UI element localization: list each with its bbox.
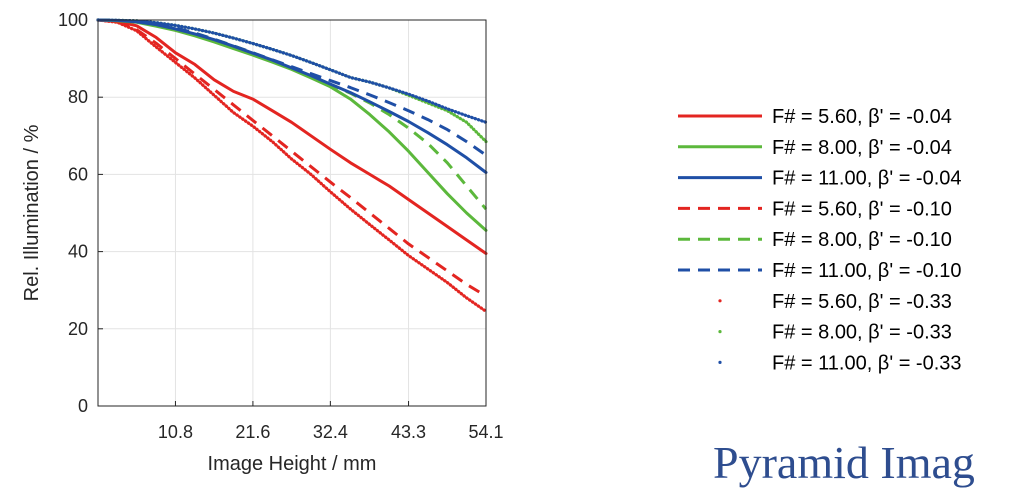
chart: 10.8 21.6 32.4 43.3 54.1 0 20 40 60 80 100 Image H… — [21, 10, 962, 475]
brand-logo-text: Pyramid Imag — [713, 437, 975, 488]
legend-marker — [718, 330, 722, 334]
legend-marker — [718, 299, 722, 303]
y-tick-label: 20 — [68, 319, 88, 339]
legend-label: F# = 5.60, β' = -0.04 — [772, 106, 952, 128]
series-line-5 — [97, 18, 487, 157]
y-tick-label: 80 — [68, 87, 88, 107]
legend-label: F# = 11.00, β' = -0.04 — [772, 168, 962, 190]
series-line-3 — [97, 18, 487, 298]
axis-ticks: 10.8 21.6 32.4 43.3 54.1 0 20 40 60 80 100 — [58, 10, 504, 442]
y-axis-label: Rel. Illumination / % — [21, 124, 43, 301]
legend-label: F# = 8.00, β' = -0.33 — [772, 322, 952, 344]
x-axis-label: Image Height / mm — [208, 453, 377, 475]
series-line-2 — [96, 18, 488, 174]
y-tick-label: 0 — [78, 396, 88, 416]
legend-label: F# = 8.00, β' = -0.04 — [772, 137, 952, 159]
legend-label: F# = 11.00, β' = -0.10 — [772, 260, 962, 282]
x-tick-label: 10.8 — [158, 422, 193, 442]
series-line-1 — [96, 18, 488, 232]
x-tick-label: 43.3 — [391, 422, 426, 442]
legend-label: F# = 8.00, β' = -0.10 — [772, 229, 952, 251]
series-line-6 — [96, 18, 488, 313]
x-tick-label: 32.4 — [313, 422, 348, 442]
y-tick-label: 60 — [68, 164, 88, 184]
legend-label: F# = 5.60, β' = -0.10 — [772, 198, 952, 220]
legend-label: F# = 11.00, β' = -0.33 — [772, 352, 962, 374]
series-layer — [96, 18, 488, 313]
x-tick-label: 21.6 — [235, 422, 270, 442]
series-line-0 — [96, 18, 488, 255]
legend: F# = 5.60, β' = -0.04 F# = 8.00, β' = -0.… — [678, 106, 962, 374]
plot-frame — [97, 19, 487, 407]
legend-marker — [718, 360, 722, 364]
y-tick-label: 40 — [68, 242, 88, 262]
y-tick-label: 100 — [58, 10, 88, 30]
x-tick-label: 54.1 — [468, 422, 503, 442]
legend-label: F# = 5.60, β' = -0.33 — [772, 291, 952, 313]
